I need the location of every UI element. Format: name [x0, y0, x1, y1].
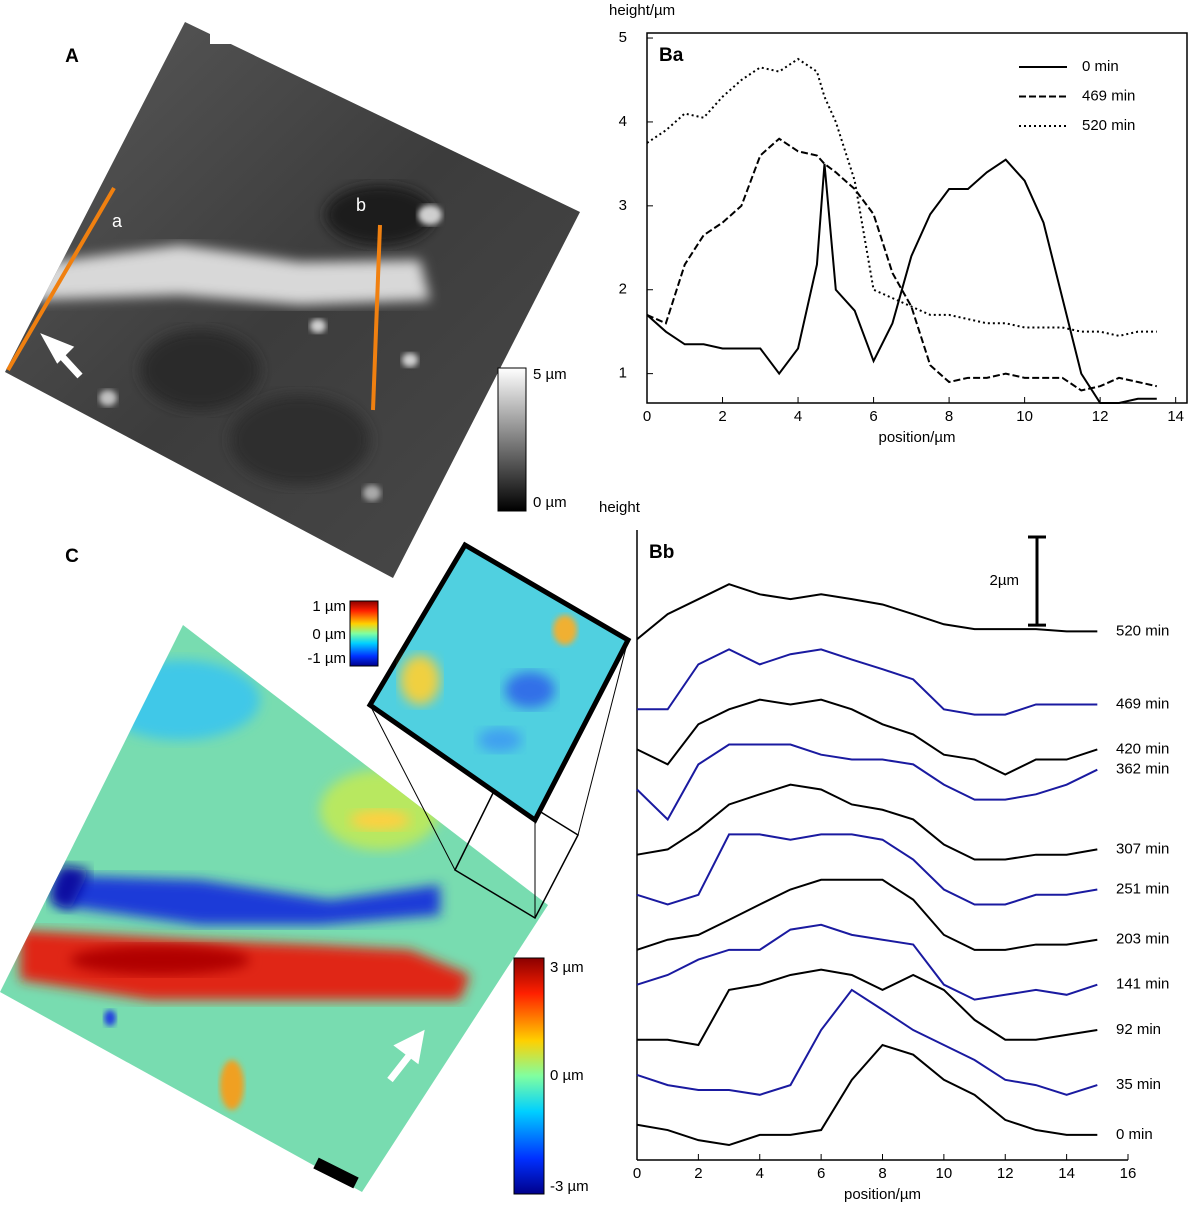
line-label: a: [112, 211, 123, 231]
x-tick-label: 4: [756, 1165, 764, 1182]
x-axis-label: position/µm: [878, 429, 955, 446]
profile-line: [371, 224, 382, 411]
panel-label: A: [65, 46, 79, 67]
colorbar: [497, 367, 527, 512]
legend-label: 469 min: [1082, 87, 1135, 104]
x-tick-label: 6: [869, 408, 877, 425]
plot-frame: [646, 32, 1188, 404]
profile-line: [6, 186, 116, 372]
colorbar-label: 5 µm: [533, 366, 567, 383]
y-tick-label: 2: [619, 281, 627, 298]
arrow: [40, 333, 83, 379]
line-series: [636, 988, 1098, 1096]
panel-c: C 1 µm 0 µm -1 µm 3 µm 0: [0, 541, 632, 1195]
x-tick-label: 2: [694, 1165, 702, 1182]
line-series: [636, 923, 1098, 1001]
series-label: 469 min: [1116, 695, 1169, 712]
colorbar: [513, 957, 545, 1195]
x-tick-label: 14: [1167, 408, 1184, 425]
x-tick-label: 10: [1016, 408, 1033, 425]
line-series: [636, 878, 1098, 951]
chart-title: Bb: [649, 542, 674, 563]
zoom-line: [369, 704, 456, 871]
line-series: [636, 833, 1098, 906]
x-tick-label: 12: [997, 1165, 1014, 1182]
panel-a: A a b 5 µm 0 µm: [5, 22, 580, 578]
line-series: [636, 783, 1098, 861]
line-series: [636, 698, 1098, 776]
scale-bar: [313, 1157, 359, 1189]
line-series: [646, 57, 1157, 337]
image-texture: [30, 185, 442, 501]
arrow: [387, 1029, 425, 1083]
series-label: 92 min: [1116, 1021, 1161, 1038]
inset-image: [366, 541, 632, 824]
series-label: 362 min: [1116, 761, 1169, 778]
x-tick-label: 8: [878, 1165, 886, 1182]
colorbar-label: 0 µm: [550, 1067, 584, 1084]
colorbar-label: 1 µm: [312, 598, 346, 615]
line-series: [646, 158, 1157, 404]
series-label: 35 min: [1116, 1076, 1161, 1093]
line-series: [636, 583, 1098, 641]
x-tick-label: 0: [633, 1165, 641, 1182]
x-tick-label: 14: [1058, 1165, 1075, 1182]
line-series: [637, 648, 1098, 716]
x-tick-label: 16: [1120, 1165, 1137, 1182]
series-label: 0 min: [1116, 1126, 1153, 1143]
colorbar-label: 0 µm: [312, 626, 346, 643]
x-tick-label: 0: [643, 408, 651, 425]
y-tick-label: 1: [619, 365, 627, 382]
y-axis-label: height: [599, 499, 641, 516]
x-tick-label: 2: [718, 408, 726, 425]
x-tick-label: 12: [1092, 408, 1109, 425]
x-tick-label: 8: [945, 408, 953, 425]
colorbar: [349, 600, 379, 667]
line-series: [636, 1043, 1098, 1147]
x-tick-label: 4: [794, 408, 802, 425]
series-label: 203 min: [1116, 931, 1169, 948]
colorbar-label: 3 µm: [550, 959, 584, 976]
line-series: [646, 137, 1158, 392]
y-tick-label: 4: [619, 113, 627, 130]
x-tick-label: 6: [817, 1165, 825, 1182]
series-label: 251 min: [1116, 880, 1169, 897]
scale-bar-label: 2µm: [990, 572, 1019, 589]
line-series: [636, 743, 1098, 822]
image-texture: [20, 660, 470, 1110]
panel-label: C: [65, 546, 79, 567]
legend-label: 0 min: [1082, 58, 1119, 75]
line-series: [637, 968, 1098, 1047]
x-tick-label: 10: [936, 1165, 953, 1182]
colorbar-label: 0 µm: [533, 494, 567, 511]
zoom-line: [577, 639, 629, 836]
y-tick-label: 3: [619, 197, 627, 214]
series-label: 307 min: [1116, 840, 1169, 857]
series-label: 420 min: [1116, 740, 1169, 757]
x-axis-label: position/µm: [844, 1186, 921, 1203]
series-label: 520 min: [1116, 622, 1169, 639]
legend-label: 520 min: [1082, 117, 1135, 134]
inset-texture: [400, 615, 577, 752]
colorbar-label: -1 µm: [307, 650, 346, 667]
series-label: 141 min: [1116, 976, 1169, 993]
colorbar-label: -3 µm: [550, 1178, 589, 1195]
chart-title: Ba: [659, 45, 684, 66]
line-label: b: [356, 195, 366, 215]
y-tick-label: 5: [619, 29, 627, 46]
y-axis-label: height/µm: [609, 2, 675, 19]
